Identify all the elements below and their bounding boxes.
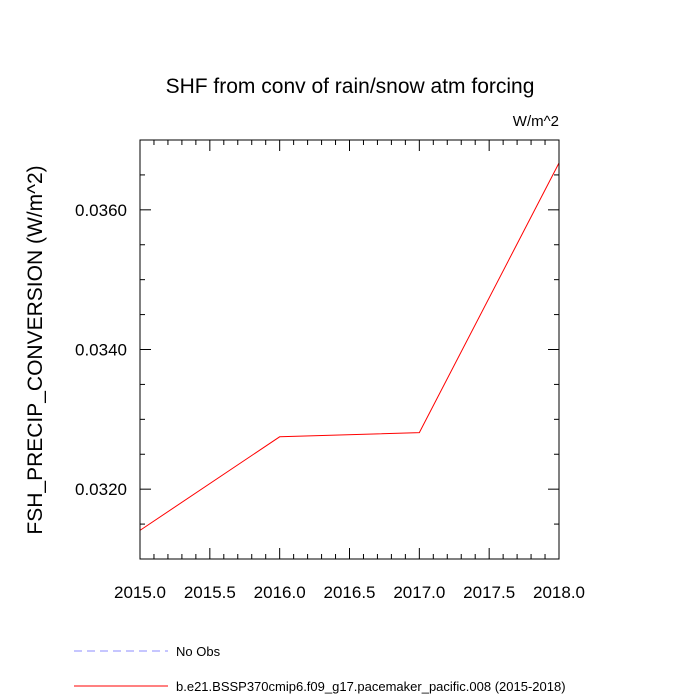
series-line [139, 162, 560, 531]
chart-title: SHF from conv of rain/snow atm forcing [166, 75, 535, 98]
legend-label: No Obs [176, 644, 221, 659]
y-tick-label: 0.0340 [75, 341, 127, 360]
x-tick-label: 2015.0 [114, 583, 166, 602]
series-layer [139, 162, 560, 531]
x-tick-label: 2018.0 [533, 583, 585, 602]
x-tick-label: 2017.5 [463, 583, 515, 602]
x-tick-label: 2017.0 [393, 583, 445, 602]
y-tick-label: 0.0360 [75, 201, 127, 220]
legend-label: b.e21.BSSP370cmip6.f09_g17.pacemaker_pac… [176, 679, 566, 694]
y-tick-label: 0.0320 [75, 480, 127, 499]
y-axis-label: FSH_PRECIP_CONVERSION (W/m^2) [24, 165, 47, 534]
legend: No Obs b.e21.BSSP370cmip6.f09_g17.pacemak… [74, 644, 566, 694]
axis-ticks: 2015.0 2015.5 2016.0 2016.5 2017.0 2017.5 2018… [75, 139, 585, 602]
units-label: W/m^2 [513, 113, 559, 130]
x-tick-label: 2016.5 [324, 583, 376, 602]
x-tick-label: 2016.0 [254, 583, 306, 602]
x-tick-label: 2015.5 [184, 583, 236, 602]
plot-frame [139, 139, 560, 560]
